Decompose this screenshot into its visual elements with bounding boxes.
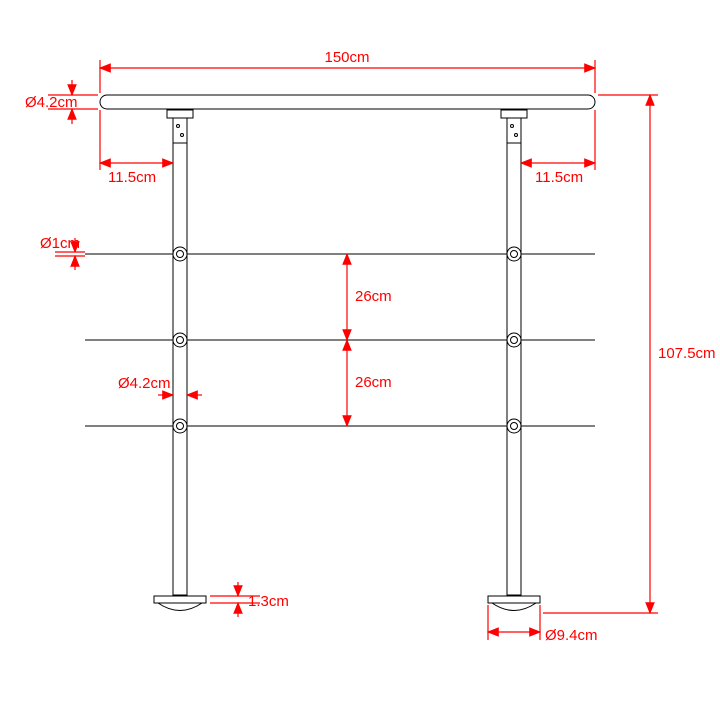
dim-post-diameter: Ø4.2cm bbox=[118, 375, 202, 395]
dim-right-offset: 11.5cm bbox=[521, 110, 595, 186]
dim-rod-diameter: Ø1cm bbox=[40, 235, 85, 270]
svg-text:Ø4.2cm: Ø4.2cm bbox=[25, 94, 78, 111]
svg-text:107.5cm: 107.5cm bbox=[658, 345, 716, 362]
svg-text:11.5cm: 11.5cm bbox=[535, 169, 583, 186]
svg-text:26cm: 26cm bbox=[355, 374, 392, 391]
railing-diagram: 150cm Ø4.2cm 11.5cm 11.5cm Ø1cm 26cm 26c… bbox=[0, 0, 720, 720]
svg-text:26cm: 26cm bbox=[355, 288, 392, 305]
svg-text:Ø4.2cm: Ø4.2cm bbox=[118, 375, 171, 392]
dim-left-offset: 11.5cm bbox=[100, 110, 173, 186]
left-post-assembly bbox=[154, 110, 206, 611]
right-post-assembly bbox=[488, 110, 540, 611]
dim-rail-diameter: Ø4.2cm bbox=[25, 80, 98, 124]
top-rail bbox=[100, 95, 595, 109]
dim-top-width: 150cm bbox=[100, 49, 595, 93]
svg-text:1.3cm: 1.3cm bbox=[248, 593, 289, 610]
svg-text:11.5cm: 11.5cm bbox=[108, 169, 156, 186]
dim-spacing-lower: 26cm bbox=[347, 340, 392, 426]
svg-text:Ø9.4cm: Ø9.4cm bbox=[545, 627, 598, 644]
dim-spacing-upper: 26cm bbox=[347, 254, 392, 340]
svg-text:150cm: 150cm bbox=[324, 49, 369, 66]
dim-flange-height: 1.3cm bbox=[210, 582, 289, 617]
svg-text:Ø1cm: Ø1cm bbox=[40, 235, 80, 252]
dim-flange-diameter: Ø9.4cm bbox=[488, 605, 598, 644]
